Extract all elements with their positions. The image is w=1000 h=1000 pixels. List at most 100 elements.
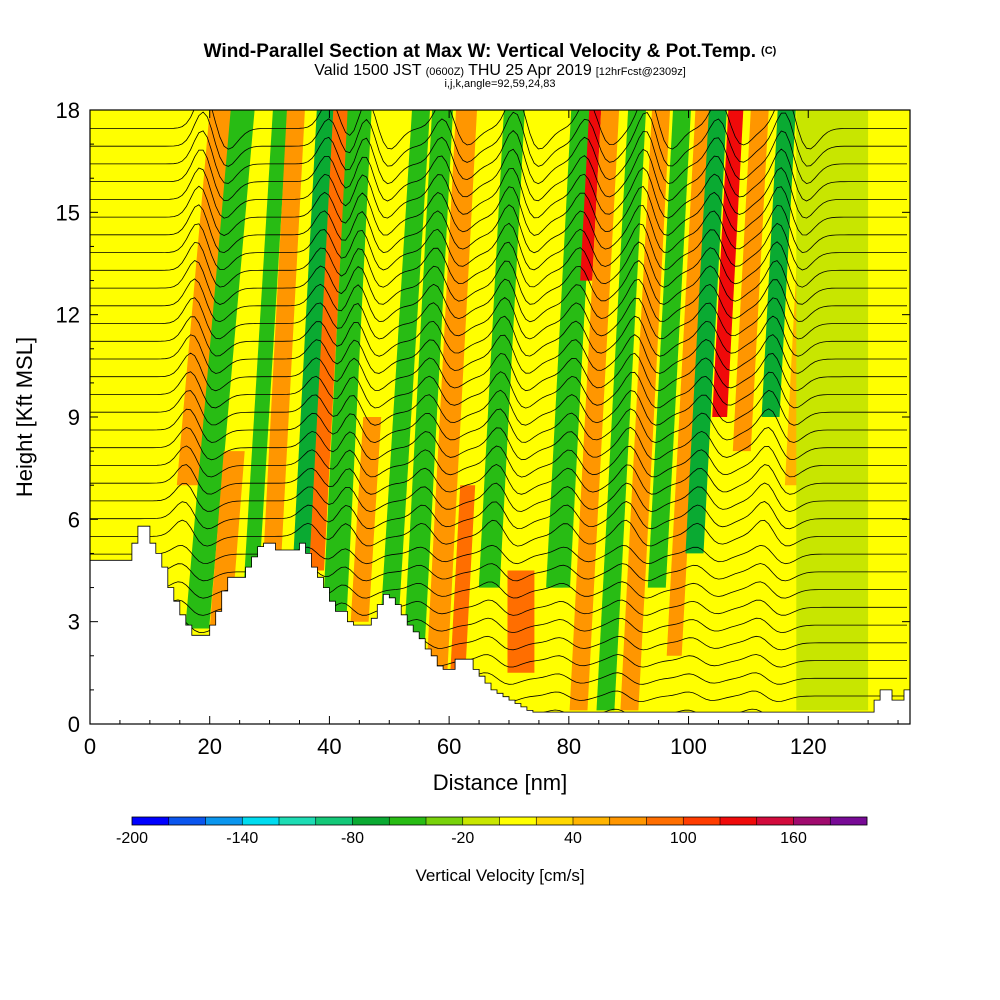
colorbar-tick-label: 40 — [564, 830, 582, 847]
isentrope-26 — [90, 222, 907, 271]
plot-area: 0 20 40 60 80 100 120 0 3 6 9 12 15 18 — [56, 98, 911, 759]
isentrope-16 — [90, 408, 907, 444]
isentrope-17 — [90, 389, 907, 426]
subtitle-date: THU 25 Apr 2019 — [468, 62, 592, 79]
y-tick-label: 18 — [56, 98, 80, 123]
y-tick-label: 12 — [56, 303, 80, 328]
velocity-band-6 — [263, 110, 305, 554]
isentrope-15 — [90, 426, 907, 461]
isentrope-18 — [90, 371, 907, 409]
isentrope-31 — [90, 130, 907, 185]
colorbar-tick-label: -200 — [116, 830, 148, 847]
y-tick-label: 15 — [56, 200, 80, 225]
velocity-band-21 — [580, 110, 602, 281]
velocity-band-32 — [796, 110, 869, 711]
x-tick-label: 60 — [437, 734, 461, 759]
colorbar-tick-label: 160 — [780, 830, 807, 847]
isentrope-24 — [90, 259, 907, 305]
isentrope-23 — [90, 278, 907, 323]
velocity-band-15 — [426, 110, 477, 670]
chart-title: Wind-Parallel Section at Max W: Vertical… — [204, 41, 777, 62]
colorbar-swatch — [315, 817, 353, 825]
subtitle-zulu: (0600Z) — [426, 66, 465, 78]
colorbar-tick-label: -20 — [451, 830, 474, 847]
y-tick-label: 6 — [68, 507, 80, 532]
velocity-band-24 — [620, 110, 670, 711]
velocity-band-14 — [403, 110, 453, 649]
isentrope-25 — [90, 241, 907, 288]
x-tick-label: 20 — [197, 734, 221, 759]
velocity-band-16 — [450, 485, 476, 670]
isentrope-8 — [90, 563, 907, 582]
colorbar-swatch — [720, 817, 758, 825]
isentrope-27 — [90, 204, 907, 254]
colorbar-swatch — [279, 817, 317, 825]
isentrope-10 — [90, 519, 907, 547]
x-tick-label: 120 — [790, 734, 827, 759]
x-axis-label: Distance [nm] — [433, 770, 568, 795]
velocity-band-18 — [507, 570, 535, 673]
colorbar-swatch — [168, 817, 206, 825]
colorbar: -200 -140 -80 -20 40 100 160 — [116, 816, 868, 847]
velocity-band-3 — [185, 110, 255, 629]
velocity-band-10 — [322, 110, 372, 615]
colorbar-swatch — [646, 817, 684, 825]
isentrope-28 — [90, 185, 907, 236]
isentrope-29 — [90, 167, 907, 219]
x-tick-label: 40 — [317, 734, 341, 759]
isentrope-32 — [90, 111, 907, 167]
isentrope-21 — [90, 315, 907, 357]
colorbar-tick-label: 100 — [670, 830, 697, 847]
velocity-band-4 — [209, 451, 245, 636]
y-tick-label: 9 — [68, 405, 80, 430]
velocity-band-27 — [685, 110, 727, 554]
velocity-band-17 — [478, 110, 525, 588]
colorbar-label: Vertical Velocity [cm/s] — [415, 866, 584, 885]
velocity-band-23 — [596, 110, 646, 711]
isentrope-19 — [90, 352, 907, 392]
y-axis-label: Height [Kft MSL] — [12, 337, 37, 497]
velocity-band-22 — [569, 110, 620, 711]
colorbar-swatch — [683, 817, 721, 825]
isentrope-9 — [90, 544, 907, 565]
colorbar-swatch — [389, 817, 427, 825]
velocity-band-26 — [666, 110, 711, 656]
chart-params: i,j,k,angle=92,59,24,83 — [444, 78, 555, 90]
axis-ticks: 0 20 40 60 80 100 120 0 3 6 9 12 15 18 — [56, 98, 910, 759]
chart-subtitle: Valid 1500 JST (0600Z) THU 25 Apr 2019 [12h… — [314, 62, 686, 79]
y-tick-label: 3 — [68, 610, 80, 635]
colorbar-tick-label: -80 — [341, 830, 364, 847]
terrain-mask — [89, 525, 911, 725]
velocity-band-11 — [350, 417, 382, 622]
velocity-band-5 — [244, 110, 288, 578]
isentrope-7 — [90, 581, 907, 599]
colorbar-swatch — [132, 817, 170, 825]
velocity-band-25 — [647, 110, 691, 588]
title-tag: (C) — [761, 45, 777, 57]
colorbar-swatch — [352, 817, 390, 825]
colorbar-swatch — [426, 817, 464, 825]
colorbar-swatch — [756, 817, 794, 825]
colorbar-swatch — [793, 817, 831, 825]
velocity-band-7 — [293, 110, 335, 554]
x-tick-label: 80 — [557, 734, 581, 759]
colorbar-swatch — [573, 817, 611, 825]
subtitle-forecast: [12hrFcst@2309z] — [596, 66, 686, 78]
colorbar-swatch — [830, 817, 868, 825]
isentrope-30 — [90, 148, 907, 202]
colorbar-swatch — [242, 817, 280, 825]
isentrope-14 — [90, 445, 907, 478]
colorbar-swatch — [462, 817, 500, 825]
velocity-fill-layer — [176, 110, 869, 711]
velocity-band-30 — [761, 110, 796, 417]
isentrope-22 — [90, 297, 907, 340]
x-tick-label: 100 — [670, 734, 707, 759]
colorbar-swatch — [499, 817, 537, 825]
colorbar-tick-label: -140 — [226, 830, 258, 847]
colorbar-swatch — [205, 817, 243, 825]
y-tick-label: 0 — [68, 712, 80, 737]
subtitle-valid: Valid 1500 JST — [314, 62, 422, 79]
x-tick-label: 0 — [84, 734, 96, 759]
colorbar-swatch — [536, 817, 574, 825]
